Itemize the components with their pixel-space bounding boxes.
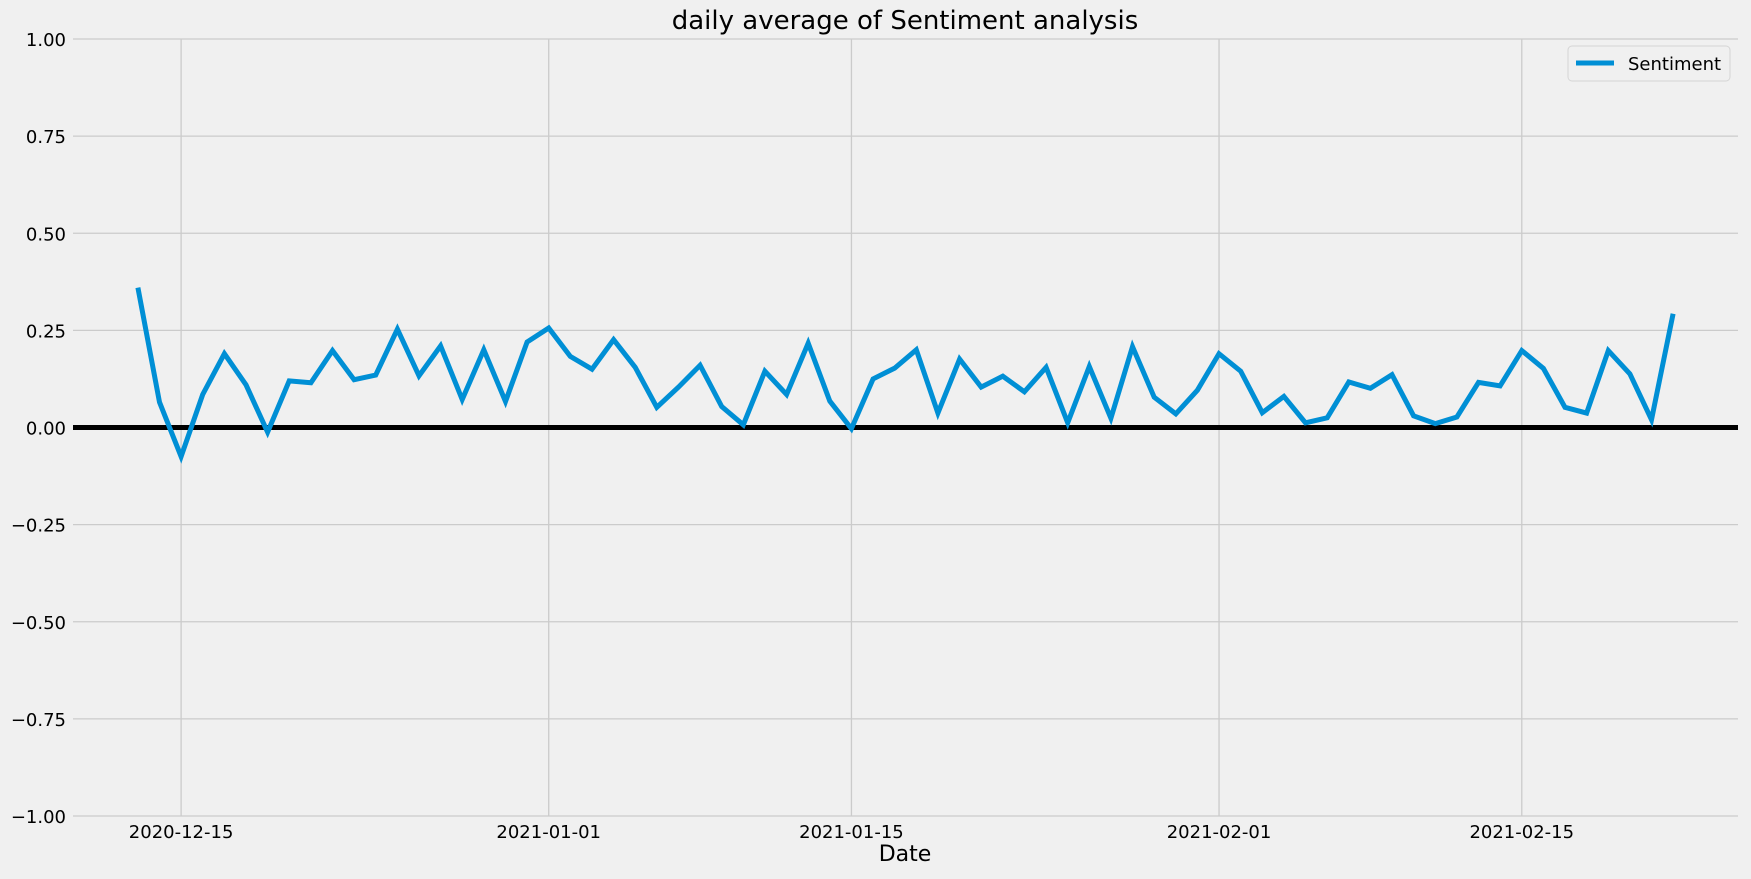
data-point xyxy=(1369,387,1372,390)
y-tick-label: 0.50 xyxy=(26,224,66,245)
y-tick-label: −1.00 xyxy=(11,807,66,828)
legend: Sentiment xyxy=(1567,45,1731,82)
data-point xyxy=(266,431,269,434)
x-tick-label: 2021-01-15 xyxy=(799,822,904,843)
data-point xyxy=(980,386,983,389)
data-point xyxy=(1564,406,1567,409)
y-tick-label: 0.00 xyxy=(26,419,66,440)
data-point xyxy=(504,400,507,403)
data-point xyxy=(1499,384,1502,387)
chart-title: daily average of Sentiment analysis xyxy=(672,6,1139,36)
x-tick-labels: 2020-12-15 2021-01-01 2021-01-15 2021-02-01… xyxy=(129,822,1574,843)
data-point xyxy=(893,367,896,370)
data-point xyxy=(1455,416,1458,419)
data-point xyxy=(1131,345,1134,348)
data-point xyxy=(1520,349,1523,352)
data-point xyxy=(828,400,831,403)
data-point xyxy=(1434,422,1437,425)
legend-box xyxy=(1567,45,1731,82)
data-point xyxy=(374,374,377,377)
x-tick-label: 2021-02-15 xyxy=(1469,822,1574,843)
data-point xyxy=(461,398,464,401)
data-point xyxy=(482,348,485,351)
data-point xyxy=(136,286,139,289)
y-tick-label: −0.75 xyxy=(11,710,66,731)
data-point xyxy=(1412,414,1415,417)
data-point xyxy=(872,377,875,380)
y-tick-label: −0.25 xyxy=(11,516,66,537)
data-point xyxy=(612,338,615,341)
data-point xyxy=(634,366,637,369)
data-point xyxy=(1261,411,1264,414)
data-point xyxy=(915,348,918,351)
data-point xyxy=(677,386,680,389)
data-point xyxy=(699,364,702,367)
x-axis-label: Date xyxy=(879,842,932,867)
data-point xyxy=(1109,417,1112,420)
data-point xyxy=(807,342,810,345)
data-point xyxy=(158,401,161,404)
data-point xyxy=(439,344,442,347)
data-point xyxy=(1477,381,1480,384)
data-point xyxy=(936,412,939,415)
data-point xyxy=(1001,375,1004,378)
data-point xyxy=(288,379,291,382)
data-point xyxy=(1066,421,1069,424)
data-point xyxy=(1628,372,1631,375)
data-point xyxy=(1239,370,1242,373)
x-tick-label: 2020-12-15 xyxy=(129,822,234,843)
data-point xyxy=(1304,421,1307,424)
data-point xyxy=(223,352,226,355)
data-point xyxy=(1196,389,1199,392)
data-point xyxy=(590,368,593,371)
data-point xyxy=(1282,395,1285,398)
data-point xyxy=(526,341,529,344)
data-point xyxy=(1650,418,1653,421)
data-point xyxy=(1347,381,1350,384)
data-point xyxy=(1174,412,1177,415)
legend-label: Sentiment xyxy=(1628,54,1721,75)
data-point xyxy=(1542,367,1545,370)
data-point xyxy=(850,427,853,430)
series-line-sentiment xyxy=(135,287,1676,464)
data-point xyxy=(655,406,658,409)
data-point xyxy=(958,358,961,361)
data-point xyxy=(353,378,356,381)
data-point xyxy=(417,374,420,377)
data-point xyxy=(1585,412,1588,415)
y-tick-label: 0.25 xyxy=(26,321,66,342)
x-tick-label: 2021-01-01 xyxy=(496,822,601,843)
data-point xyxy=(763,370,766,373)
data-point xyxy=(1153,396,1156,399)
y-tick-label: 0.75 xyxy=(26,127,66,148)
x-tick-label: 2021-02-01 xyxy=(1167,822,1272,843)
data-point xyxy=(1045,366,1048,369)
data-point xyxy=(569,355,572,358)
data-point xyxy=(1326,416,1329,419)
data-point xyxy=(720,405,723,408)
data-point xyxy=(1672,312,1675,315)
data-point xyxy=(1607,349,1610,352)
data-point xyxy=(742,423,745,426)
data-point xyxy=(244,383,247,386)
data-point xyxy=(1218,352,1221,355)
data-point xyxy=(396,328,399,331)
series-layer xyxy=(135,286,1676,464)
data-point xyxy=(785,393,788,396)
y-tick-label: −0.50 xyxy=(11,613,66,634)
data-point xyxy=(180,455,183,458)
data-point xyxy=(547,327,550,330)
data-point xyxy=(331,349,334,352)
data-point xyxy=(309,381,312,384)
data-point xyxy=(1088,365,1091,368)
y-tick-label: 1.00 xyxy=(26,30,66,51)
data-point xyxy=(1023,390,1026,393)
data-point xyxy=(201,393,204,396)
y-tick-labels: 1.00 0.75 0.50 0.25 0.00 −0.25 −0.50 −0.75 −1.00 xyxy=(11,30,66,828)
data-point xyxy=(1391,373,1394,376)
